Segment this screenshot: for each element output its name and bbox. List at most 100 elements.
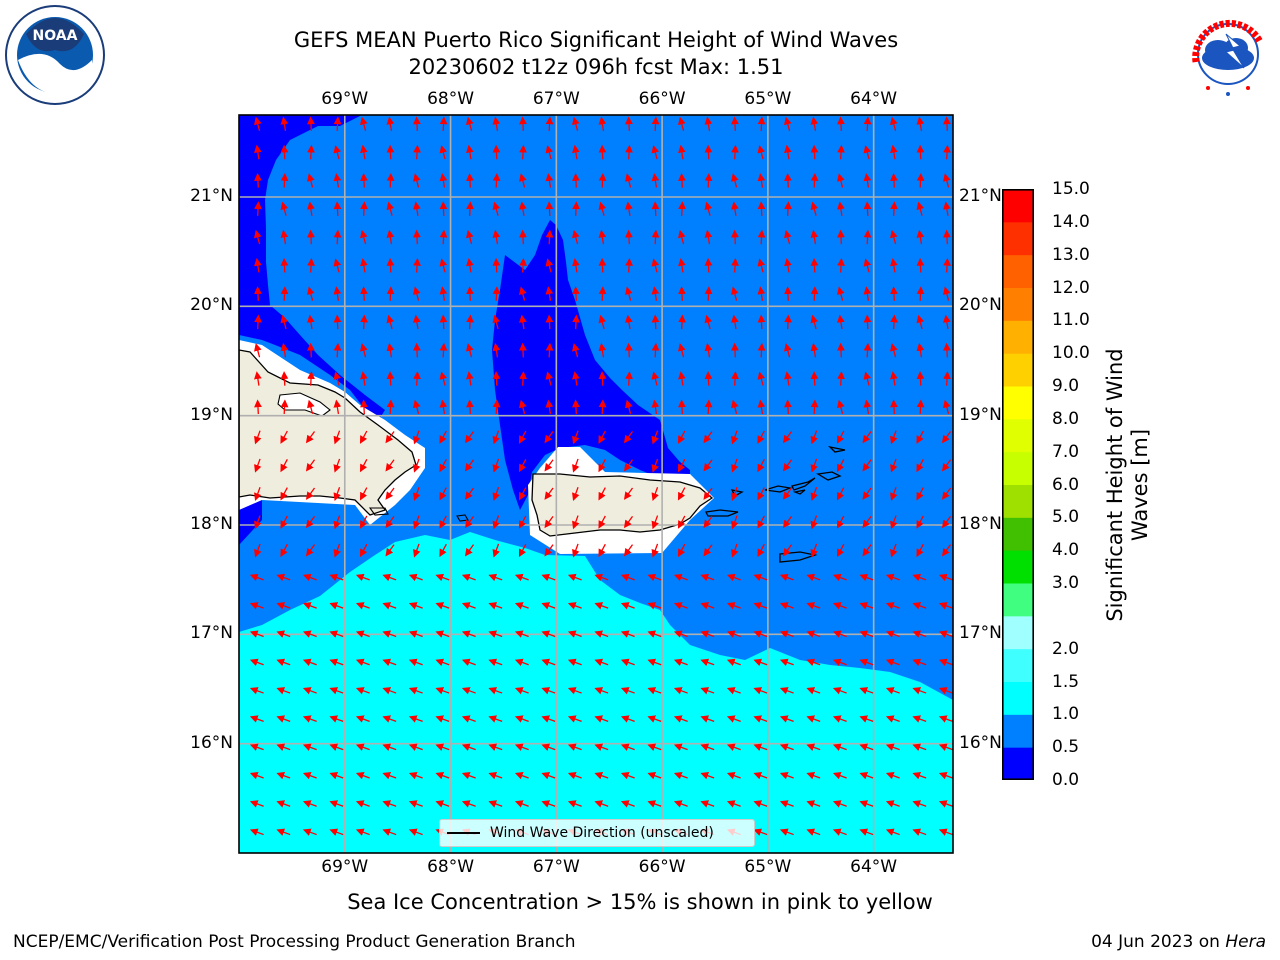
wave-direction-arrow: [518, 430, 527, 444]
wave-direction-arrow: [916, 116, 925, 132]
wave-direction-arrow: [519, 399, 527, 414]
wave-direction-arrow: [779, 715, 794, 723]
wave-direction-arrow: [623, 544, 634, 557]
wave-direction-arrow: [890, 458, 898, 473]
wave-direction-arrow: [859, 687, 874, 695]
wave-direction-arrow: [757, 173, 766, 188]
wave-direction-arrow: [863, 229, 872, 245]
wave-direction-arrow: [678, 314, 686, 330]
wave-direction-arrow: [519, 229, 527, 245]
chart-subtitle: 20230602 t12z 096h fcst Max: 1.51: [408, 55, 784, 79]
wave-direction-arrow: [832, 771, 847, 780]
wave-direction-arrow: [572, 314, 580, 330]
wave-direction-arrow: [859, 658, 874, 667]
wave-direction-arrow: [545, 342, 554, 358]
colorbar-frame: [1002, 189, 1034, 780]
wave-direction-arrow: [837, 342, 845, 358]
wave-direction-arrow: [912, 658, 927, 667]
wave-direction-arrow: [810, 116, 819, 132]
wave-direction-arrow: [651, 314, 660, 330]
wave-direction-arrow: [832, 602, 847, 610]
wave-direction-arrow: [355, 602, 370, 610]
wave-direction-arrow: [329, 602, 344, 610]
wave-direction-arrow: [598, 144, 607, 160]
wave-direction-arrow: [620, 602, 635, 610]
wave-direction-arrow: [514, 771, 529, 780]
wave-direction-arrow: [703, 515, 713, 529]
wave-direction-arrow: [757, 342, 766, 358]
wave-direction-arrow: [307, 286, 315, 301]
wave-direction-arrow: [594, 658, 609, 667]
wave-direction-arrow: [837, 399, 845, 414]
wave-direction-arrow: [753, 687, 768, 695]
wave-direction-arrow: [832, 658, 847, 667]
land-hispaniola: [239, 349, 417, 516]
wave-direction-arrow: [439, 487, 447, 501]
wave-direction-arrow: [863, 258, 872, 273]
wave-direction-arrow: [280, 257, 289, 273]
wave-direction-arrow: [249, 743, 264, 751]
wave-direction-arrow: [837, 201, 845, 216]
wave-direction-arrow: [757, 371, 766, 386]
land-virgin-islands-1: [705, 509, 739, 517]
wave-direction-arrow: [890, 430, 898, 445]
wave-direction-arrow: [651, 173, 660, 188]
wave-direction-arrow: [837, 144, 845, 160]
wave-direction-arrow: [673, 602, 688, 610]
wave-direction-arrow: [943, 144, 951, 160]
colorbar-segment: [1002, 615, 1034, 650]
wave-direction-arrow: [620, 771, 635, 780]
wave-direction-arrow: [488, 573, 503, 582]
wave-direction-arrow: [810, 487, 818, 501]
wave-direction-arrow: [598, 342, 607, 358]
colorbar-label: Significant Height of Wind Waves [m]: [1103, 348, 1152, 622]
wave-direction-arrow: [784, 343, 792, 358]
wave-direction-arrow: [862, 431, 872, 444]
colorbar-tick-label: 14.0: [1052, 211, 1090, 232]
wave-direction-arrow: [731, 201, 739, 216]
wave-direction-arrow: [435, 687, 450, 695]
wave-direction-arrow: [753, 630, 768, 638]
wave-direction-arrow: [545, 314, 554, 330]
wave-direction-arrow: [280, 173, 289, 188]
wave-direction-arrow: [572, 458, 580, 473]
wave-direction-arrow: [704, 257, 713, 273]
wave-direction-arrow: [249, 630, 264, 638]
wave-direction-arrow: [302, 658, 317, 667]
wave-direction-arrow: [677, 458, 686, 473]
map-legend: Wind Wave Direction (unscaled): [439, 819, 755, 847]
wave-direction-arrow: [302, 630, 317, 638]
wave-direction-arrow: [779, 800, 794, 808]
wave-direction-arrow: [333, 515, 341, 530]
wave-direction-arrow: [254, 515, 262, 530]
lat-tick-right: 19°N: [959, 404, 1002, 425]
wave-direction-arrow: [488, 658, 503, 667]
wave-direction-arrow: [863, 371, 872, 386]
wave-direction-arrow: [757, 458, 765, 473]
wave-direction-arrow: [757, 258, 766, 273]
wave-direction-arrow: [731, 229, 739, 245]
wave-direction-arrow: [280, 399, 289, 415]
wave-direction-arrow: [280, 286, 289, 301]
wave-direction-arrow: [254, 487, 262, 501]
wave-direction-arrow: [461, 800, 476, 808]
wave-direction-arrow: [782, 459, 793, 472]
wave-direction-arrow: [943, 116, 951, 132]
wave-direction-arrow: [859, 602, 874, 610]
wave-direction-arrow: [544, 459, 554, 472]
wave-direction-arrow: [333, 430, 341, 445]
wave-direction-arrow: [757, 515, 765, 529]
wave-direction-arrow: [280, 487, 288, 501]
wave-direction-arrow: [382, 715, 397, 723]
wave-direction-arrow: [726, 687, 741, 695]
colorbar-tick-label: 3.0: [1052, 573, 1080, 593]
wave-direction-arrow: [890, 399, 898, 415]
wave-direction-arrow: [941, 544, 952, 557]
wave-direction-arrow: [466, 399, 474, 415]
wave-direction-arrow: [466, 116, 474, 131]
wave-direction-arrow: [810, 173, 819, 188]
wave-direction-arrow: [678, 144, 686, 160]
wave-direction-arrow: [779, 573, 794, 582]
wave-direction-arrow: [439, 258, 448, 273]
wave-direction-arrow: [360, 314, 368, 330]
